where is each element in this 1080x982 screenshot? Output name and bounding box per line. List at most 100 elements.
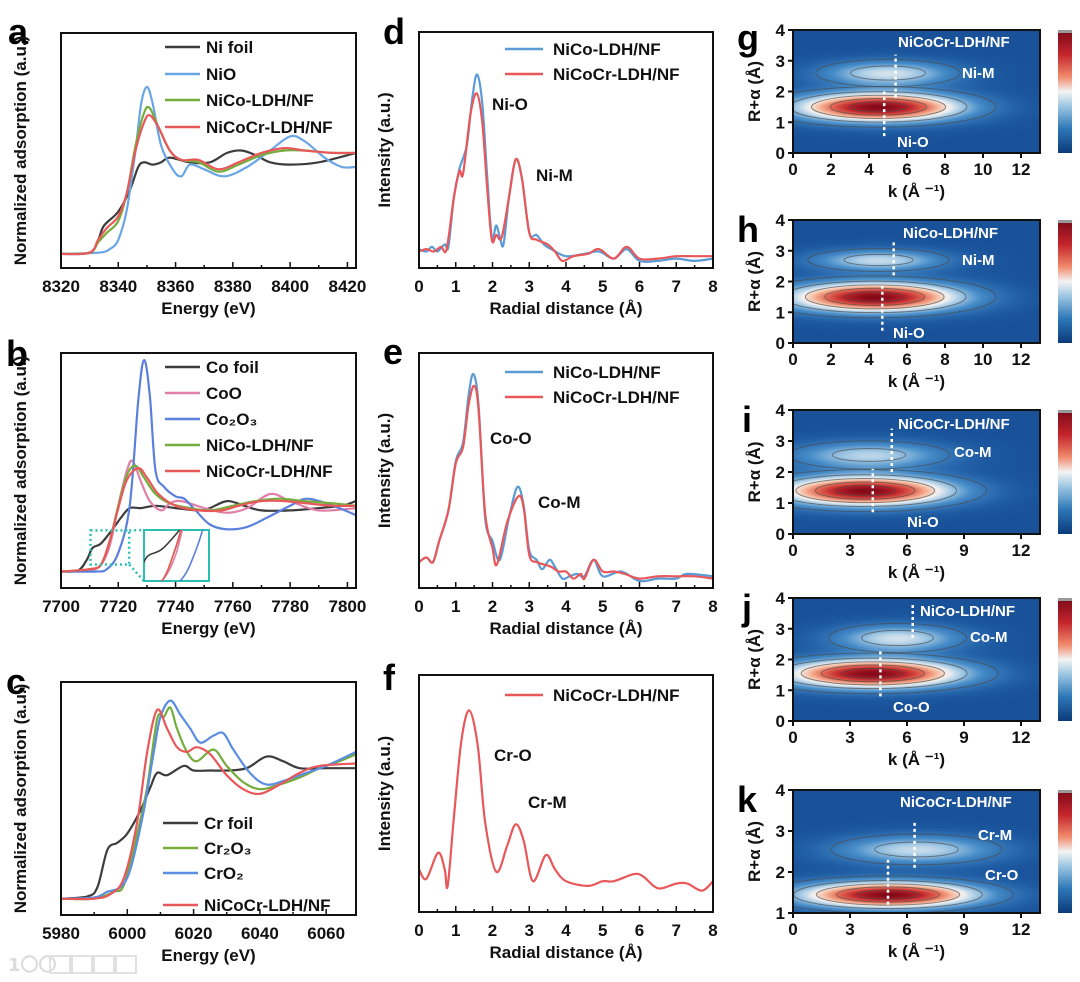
x-tick-label: 7760	[214, 597, 252, 616]
series-line-ni-foil	[61, 149, 356, 256]
colorbar	[1058, 220, 1072, 343]
series-group	[419, 709, 713, 892]
x-tick-label: 10	[974, 350, 993, 369]
x-tick-label: 8	[940, 160, 949, 179]
panel-f: f 0 1 2 3 4 5 6 7 8 Radial distance (Å) Intensity (…	[375, 657, 718, 962]
contour	[843, 253, 914, 267]
x-tick-label: 6	[635, 597, 644, 616]
x-tick-label: 4	[864, 350, 874, 369]
peak-label: Cr-M	[978, 827, 1012, 844]
inset-line-nicocr-ldh-nf	[160, 530, 182, 581]
x-tick-label: 9	[959, 541, 968, 560]
x-tick-label: 7	[672, 921, 681, 940]
x-axis-label: k (Å ⁻¹)	[888, 942, 945, 961]
x-axis-label: Energy (eV)	[161, 299, 255, 318]
contour	[804, 284, 945, 310]
legend-label: NiCoCr-LDH/NF	[206, 118, 333, 137]
x-tick-label: 2	[488, 597, 497, 616]
y-tick-label: 4	[776, 211, 786, 230]
legend-label: NiCoCr-LDH/NF	[204, 896, 331, 915]
peak-label: Ni-M	[962, 252, 995, 269]
contour	[795, 478, 936, 504]
panel-e: e 0 1 2 3 4 5 6 7 8 Radial distance (Å) Intensity (…	[375, 331, 718, 638]
x-tick-label: 2	[826, 350, 835, 369]
plot-frame	[60, 352, 357, 589]
y-axis-label: Intensity (a.u.)	[375, 413, 394, 528]
x-tick-label: 2	[488, 921, 497, 940]
legend-label: NiCoCr-LDH/NF	[206, 462, 333, 481]
x-tick-label: 6000	[108, 924, 146, 943]
x-tick-label: 6	[902, 920, 911, 939]
x-tick-label: 1	[451, 277, 460, 296]
x-tick-label: 6040	[241, 924, 279, 943]
y-tick-label: 3	[776, 242, 785, 261]
x-tick-label: 0	[788, 160, 797, 179]
y-tick-label: 0	[776, 525, 785, 544]
x-tick-label: 8400	[271, 277, 309, 296]
zoom-connector	[128, 563, 145, 582]
x-axis-label: Energy (eV)	[161, 946, 255, 965]
peak-label: Ni-M	[962, 65, 995, 82]
plot-frame	[60, 681, 357, 916]
y-axis-label: Normalized adsorption (a.u.)	[11, 36, 30, 266]
plot-frame	[60, 32, 357, 269]
series-line-nio	[61, 85, 356, 255]
series-group	[61, 699, 356, 901]
x-tick-label: 12	[1012, 160, 1031, 179]
x-tick-label: 8	[708, 921, 717, 940]
contour	[793, 474, 958, 507]
legend-label: Co foil	[206, 358, 259, 377]
contour	[830, 833, 1003, 866]
y-tick-label: 2	[776, 863, 785, 882]
legend-label: Ni foil	[206, 38, 253, 57]
x-tick-label: 7780	[271, 597, 309, 616]
sample-label: NiCo-LDH/NF	[920, 603, 1015, 620]
x-tick-label: 1	[451, 597, 460, 616]
x-tick-label: 4	[864, 160, 874, 179]
legend-label: CoO	[206, 384, 242, 403]
x-tick-label: 1	[451, 921, 460, 940]
y-tick-label: 1	[776, 681, 785, 700]
x-tick-label: 6	[635, 277, 644, 296]
y-axis-label: R+α (Å)	[745, 629, 764, 690]
panel-c: c 5980 6000 6020 6040 6060 Energy (eV) Normaliz…	[6, 661, 357, 965]
x-tick-label: 0	[788, 541, 797, 560]
x-tick-label: 8	[940, 350, 949, 369]
x-tick-label: 8420	[328, 277, 366, 296]
x-axis-label: k (Å ⁻¹)	[888, 563, 945, 582]
x-tick-label: 0	[788, 350, 797, 369]
y-tick-label: 4	[776, 21, 786, 40]
panel-letter: a	[8, 11, 29, 52]
x-tick-label: 5980	[42, 924, 80, 943]
sample-label: NiCoCr-LDH/NF	[900, 794, 1012, 811]
x-tick-label: 12	[1012, 728, 1031, 747]
contour	[820, 664, 925, 683]
sample-label: NiCoCr-LDH/NF	[898, 416, 1010, 433]
panel-d: d 0 1 2 3 4 5 6 7 8 Radial distance (Å) Intensity (…	[375, 11, 718, 318]
x-tick-label: 6060	[307, 924, 345, 943]
x-tick-label: 3	[845, 541, 854, 560]
x-tick-label: 9	[959, 920, 968, 939]
series-group	[419, 73, 713, 263]
legend-label: Cr₂O₃	[204, 839, 252, 858]
peak-label: Cr-O	[985, 867, 1019, 884]
panel-letter: f	[383, 657, 396, 698]
x-tick-label: 5	[598, 277, 607, 296]
x-tick-label: 6	[902, 350, 911, 369]
contour	[827, 622, 968, 654]
contour	[793, 875, 1014, 913]
x-tick-label: 0	[788, 920, 797, 939]
contour	[810, 94, 947, 119]
contour	[829, 98, 928, 116]
x-tick-label: 6	[902, 160, 911, 179]
y-axis-label: Normalized adsorption (a.u.)	[11, 356, 30, 586]
contour	[844, 291, 905, 303]
x-tick-label: 8	[708, 277, 717, 296]
series-line-cr-foil	[61, 755, 356, 900]
